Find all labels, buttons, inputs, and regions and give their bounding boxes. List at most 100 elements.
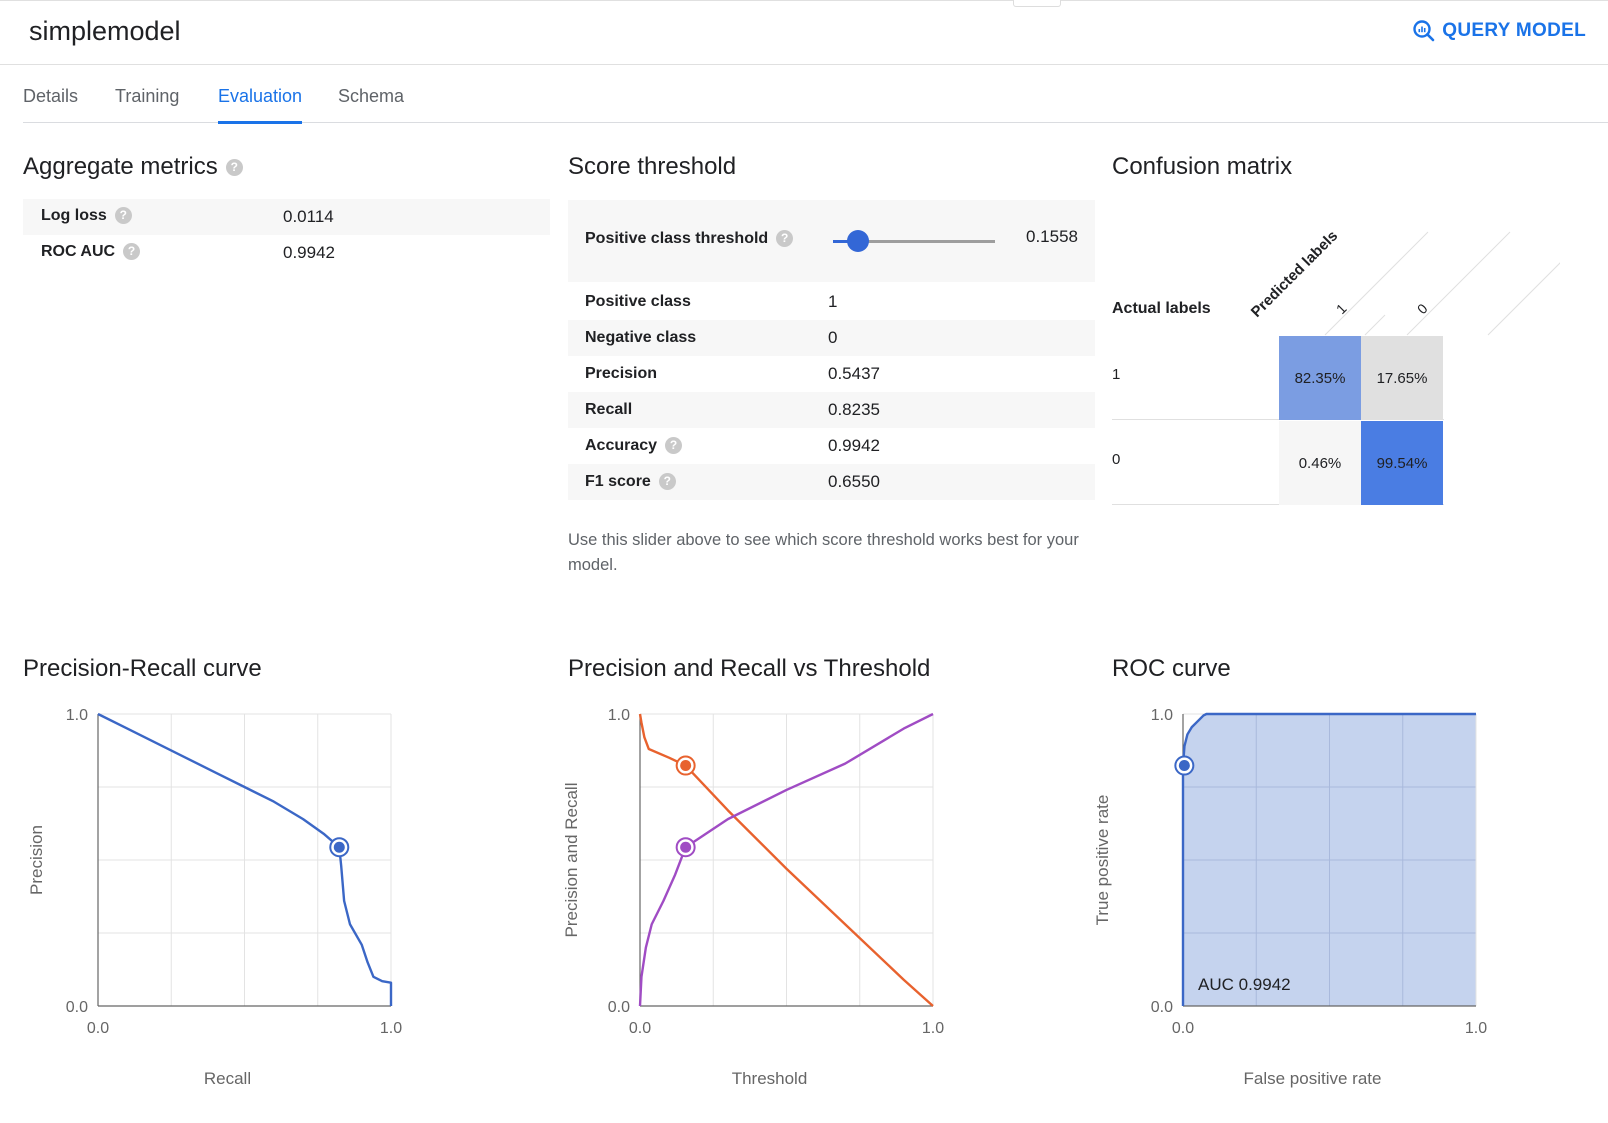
stat-value: 0.8235 xyxy=(828,400,880,419)
metric-label: Log loss? xyxy=(41,207,132,225)
actual-labels-heading: Actual labels xyxy=(1112,300,1211,317)
x-tick-label: 1.0 xyxy=(1465,1020,1487,1037)
threshold-label: Positive class threshold? xyxy=(585,230,794,248)
stat-value: 0.5437 xyxy=(828,364,880,383)
y-tick-label: 1.0 xyxy=(66,707,88,724)
threshold-slider[interactable] xyxy=(833,230,995,252)
stat-row-f1-score: F1 score? 0.6550 xyxy=(568,464,1095,500)
stat-value: 0 xyxy=(828,328,838,347)
predicted-column-label: 0 xyxy=(1414,300,1431,317)
stat-label: F1 score? xyxy=(585,473,676,491)
stat-value: 0.9942 xyxy=(828,436,880,455)
x-tick-label: 0.0 xyxy=(629,1020,651,1037)
x-axis-label: Threshold xyxy=(732,1069,808,1088)
stat-row-precision: Precision 0.5437 xyxy=(568,356,1095,392)
matrix-cell[interactable]: 99.54% xyxy=(1361,421,1443,505)
stat-value: 0.6550 xyxy=(828,472,880,491)
metric-row-log-loss: Log loss? 0.0114 xyxy=(23,199,550,235)
aggregate-metrics-heading: Aggregate metrics? xyxy=(23,153,243,181)
threshold-marker xyxy=(680,841,692,853)
query-search-icon xyxy=(1413,20,1435,42)
tab-bar: Details Training Evaluation Schema xyxy=(23,64,1608,124)
actual-row-label: 1 xyxy=(1112,366,1121,383)
stat-label: Negative class xyxy=(585,329,697,346)
query-model-label: QUERY MODEL xyxy=(1442,20,1586,41)
x-tick-label: 0.0 xyxy=(87,1020,109,1037)
panel-drag-handle[interactable] xyxy=(1013,0,1061,7)
stat-label: Accuracy? xyxy=(585,437,683,455)
predicted-column-label: 1 xyxy=(1333,300,1350,317)
metric-value: 0.9942 xyxy=(283,243,335,262)
help-icon[interactable]: ? xyxy=(776,230,794,248)
matrix-cell[interactable]: 82.35% xyxy=(1279,336,1361,420)
help-icon[interactable]: ? xyxy=(658,473,676,491)
pr-curve-title: Precision-Recall curve xyxy=(23,655,262,682)
y-axis-label: Precision and Recall xyxy=(562,783,581,938)
roc-curve-chart: 0.0 1.0 0.0 1.0 False positive rate True posi… xyxy=(1093,707,1487,1088)
y-tick-label: 0.0 xyxy=(1151,999,1173,1016)
stat-row-recall: Recall 0.8235 xyxy=(568,392,1095,428)
help-icon[interactable]: ? xyxy=(225,159,243,177)
tab-schema[interactable]: Schema xyxy=(338,86,405,106)
tab-training[interactable]: Training xyxy=(115,86,180,106)
threshold-value: 0.1558 xyxy=(1026,227,1078,246)
x-axis-label: False positive rate xyxy=(1244,1069,1382,1088)
tab-evaluation[interactable]: Evaluation xyxy=(218,86,303,124)
y-tick-label: 0.0 xyxy=(66,999,88,1016)
auc-annotation: AUC 0.9942 xyxy=(1198,975,1291,994)
pr-threshold-chart: 0.0 1.0 0.0 1.0 Threshold Precision and Recal… xyxy=(562,707,944,1088)
threshold-marker xyxy=(680,760,692,772)
stat-label-text: Accuracy xyxy=(585,437,658,454)
help-icon[interactable]: ? xyxy=(114,207,132,225)
help-icon[interactable]: ? xyxy=(123,243,141,261)
matrix-header-divider xyxy=(1487,262,1560,336)
matrix-header-divider xyxy=(1324,231,1429,336)
query-model-button[interactable]: QUERY MODEL xyxy=(1412,19,1586,43)
metric-label-text: ROC AUC xyxy=(41,243,116,260)
y-axis-label: True positive rate xyxy=(1093,795,1112,926)
x-tick-label: 0.0 xyxy=(1172,1020,1194,1037)
roc-curve-title: ROC curve xyxy=(1112,655,1231,682)
matrix-cell[interactable]: 17.65% xyxy=(1361,336,1443,420)
metric-label: ROC AUC? xyxy=(41,243,141,261)
confusion-matrix-header: Predicted labels 1 0 xyxy=(1248,227,1560,336)
y-tick-label: 1.0 xyxy=(608,707,630,724)
matrix-row-divider xyxy=(1112,419,1444,420)
matrix-header-divider xyxy=(1406,231,1511,336)
top-border xyxy=(0,0,1608,1)
metric-row-roc-auc: ROC AUC? 0.9942 xyxy=(23,235,550,271)
pr-curve-chart: 0.0 1.0 0.0 1.0 Recall Precision xyxy=(27,707,402,1088)
tab-details[interactable]: Details xyxy=(23,86,79,106)
matrix-cell[interactable]: 0.46% xyxy=(1279,421,1361,505)
x-tick-label: 1.0 xyxy=(922,1020,944,1037)
metric-label-text: Log loss xyxy=(41,207,107,224)
y-tick-label: 0.0 xyxy=(608,999,630,1016)
threshold-slider-thumb[interactable] xyxy=(847,230,870,252)
predicted-labels-heading: Predicted labels xyxy=(1248,227,1341,320)
series-line-1 xyxy=(638,712,934,1007)
threshold-label-text: Positive class threshold xyxy=(585,230,769,247)
y-tick-label: 1.0 xyxy=(1151,707,1173,724)
stat-label-text: F1 score xyxy=(585,473,651,490)
y-axis-label: Precision xyxy=(27,825,46,895)
score-threshold-title: Score threshold xyxy=(568,153,737,180)
stat-row-positive-class: Positive class 1 xyxy=(568,284,1095,320)
help-icon[interactable]: ? xyxy=(665,437,683,455)
stat-row-negative-class: Negative class 0 xyxy=(568,320,1095,356)
stat-label: Positive class xyxy=(585,293,691,310)
threshold-slider-fill xyxy=(833,240,859,243)
confusion-matrix-title: Confusion matrix xyxy=(1112,153,1293,180)
threshold-marker xyxy=(333,841,345,853)
metric-value: 0.0114 xyxy=(283,207,334,226)
pr-threshold-title: Precision and Recall vs Threshold xyxy=(568,655,931,682)
stat-label: Precision xyxy=(585,365,658,382)
actual-row-label: 0 xyxy=(1112,451,1121,468)
matrix-header-divider xyxy=(1364,314,1386,336)
stat-value: 1 xyxy=(828,292,838,311)
aggregate-metrics-title: Aggregate metrics xyxy=(23,153,218,180)
threshold-marker xyxy=(1178,760,1190,772)
matrix-row-divider xyxy=(1112,504,1444,505)
stat-row-accuracy: Accuracy? 0.9942 xyxy=(568,428,1095,464)
x-axis-label: Recall xyxy=(204,1069,251,1088)
threshold-control: Positive class threshold? 0.1558 xyxy=(568,200,1095,282)
